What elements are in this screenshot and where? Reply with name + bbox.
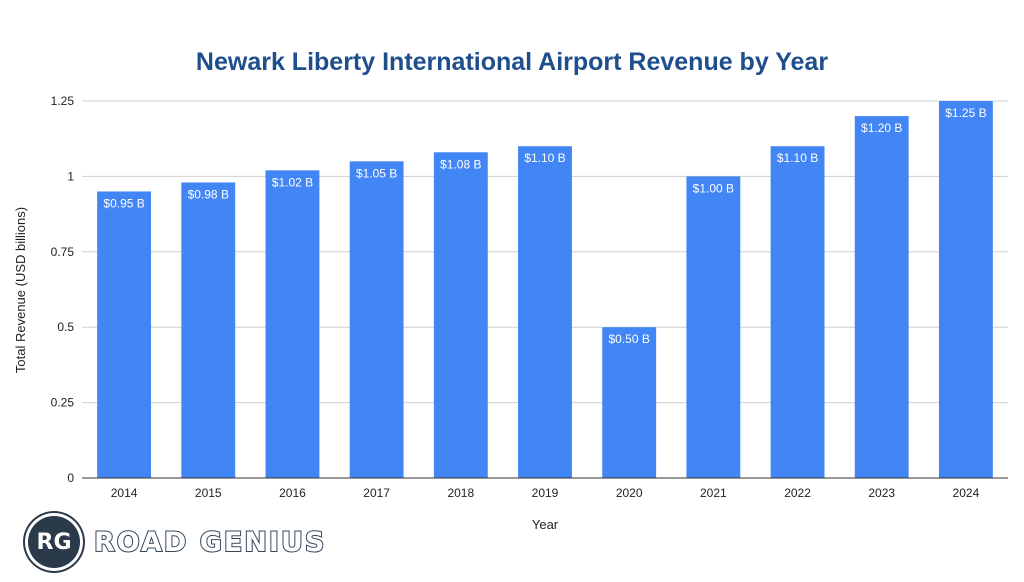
- x-axis-label: Year: [532, 517, 559, 532]
- bar-2022: [770, 146, 825, 479]
- bar-data-label: $1.20 B: [861, 121, 902, 135]
- x-tick-labels: 2014 2015 2016 2017 2018 2019 2020 2021 2022 2023…: [111, 486, 980, 500]
- x-tick-label: 2024: [953, 486, 980, 500]
- x-tick-label: 2021: [700, 486, 727, 500]
- road-genius-logo: RG ROAD GENIUS: [28, 512, 326, 572]
- bar-2024: [938, 101, 993, 478]
- bar-data-label: $0.98 B: [188, 187, 229, 201]
- y-axis-label: Total Revenue (USD billions): [13, 207, 28, 373]
- bar-2014: [97, 191, 152, 479]
- y-tick-label: 0.75: [51, 245, 75, 259]
- bars: [97, 101, 993, 479]
- logo-wordmark: ROAD GENIUS: [93, 526, 327, 559]
- bar-2018: [433, 152, 488, 478]
- bar-2020: [602, 327, 657, 478]
- x-tick-label: 2014: [111, 486, 138, 500]
- bar-data-label: $1.10 B: [777, 151, 818, 165]
- bar-data-label: $1.02 B: [272, 175, 313, 189]
- y-tick-labels: 0 0.25 0.5 0.75 1 1.25: [51, 94, 75, 485]
- x-tick-label: 2017: [363, 486, 390, 500]
- x-tick-label: 2022: [784, 486, 811, 500]
- logo-badge: RG: [28, 516, 80, 568]
- x-tick-label: 2016: [279, 486, 306, 500]
- y-tick-label: 0.5: [57, 320, 74, 334]
- bar-2016: [265, 170, 320, 479]
- y-tick-label: 0: [67, 471, 74, 485]
- bar-2019: [518, 146, 572, 479]
- bar-data-label: $0.95 B: [103, 196, 144, 210]
- bar-2023: [854, 116, 909, 478]
- x-tick-label: 2023: [868, 486, 895, 500]
- x-tick-label: 2015: [195, 486, 222, 500]
- chart-title: Newark Liberty International Airport Rev…: [196, 48, 828, 76]
- bar-data-label: $1.00 B: [693, 181, 734, 195]
- bar-data-label: $1.10 B: [524, 151, 565, 165]
- bar-data-label: $0.50 B: [608, 332, 649, 346]
- y-tick-label: 1.25: [51, 94, 75, 108]
- x-tick-label: 2018: [447, 486, 474, 500]
- x-tick-label: 2019: [532, 486, 559, 500]
- x-tick-label: 2020: [616, 486, 643, 500]
- bar-data-label: $1.25 B: [945, 106, 986, 120]
- bar-data-labels: $0.95 B $0.98 B $1.02 B $1.05 B $1.08 B $1.10…: [103, 106, 986, 346]
- y-tick-label: 1: [67, 169, 74, 183]
- bar-2015: [181, 182, 236, 478]
- y-tick-label: 0.25: [51, 396, 75, 410]
- bar-2017: [349, 161, 404, 478]
- bar-data-label: $1.05 B: [356, 166, 397, 180]
- bar-data-label: $1.08 B: [440, 157, 481, 171]
- bar-2021: [686, 176, 741, 478]
